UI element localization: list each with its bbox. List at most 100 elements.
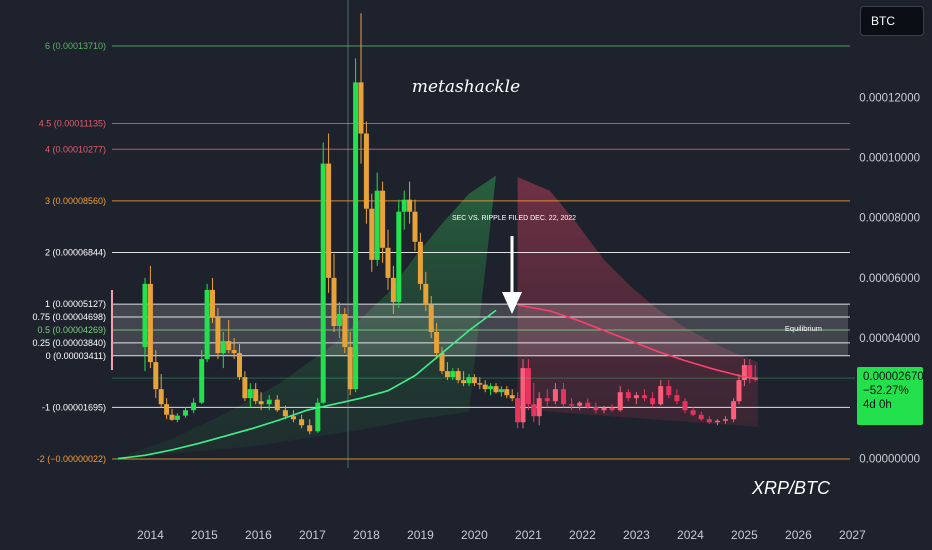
- candle-body: [396, 211, 402, 302]
- candle-body: [617, 392, 623, 411]
- level-label: 4.5 (0.00011135): [39, 118, 106, 128]
- candle-body: [407, 199, 413, 212]
- watermark: metashackle: [412, 77, 520, 97]
- y-tick-label: 0.00004000: [859, 333, 920, 345]
- candle-body: [369, 208, 375, 260]
- candle-body: [326, 163, 332, 278]
- candle-body: [658, 386, 664, 405]
- candle-body: [342, 313, 348, 348]
- candle-body: [307, 425, 313, 432]
- candle-body: [423, 283, 429, 305]
- candle-body: [199, 359, 205, 403]
- candle-body: [220, 341, 226, 354]
- candle-body: [147, 283, 153, 363]
- ma-curve-bull: [117, 309, 497, 460]
- candle-body: [493, 386, 499, 393]
- equilibrium-label: Equilibrium: [785, 324, 822, 333]
- candle-body: [412, 211, 418, 242]
- candle-body: [315, 402, 321, 432]
- annotation-arrow-head: [502, 292, 522, 314]
- candle-body: [674, 395, 680, 402]
- current-price: 0.00002670: [863, 371, 924, 383]
- candle-body: [609, 407, 615, 411]
- candle-body: [601, 407, 607, 411]
- candle-body: [183, 410, 188, 416]
- candle-body: [585, 402, 591, 408]
- candle-body: [417, 241, 423, 284]
- candle-body: [210, 289, 215, 317]
- level-label: 2 (0.00006844): [45, 248, 106, 258]
- x-tick-label: 2021: [515, 528, 542, 542]
- current-change: −52.27%: [863, 385, 909, 397]
- y-tick-label: 0.00010000: [859, 153, 920, 165]
- bull-band: [118, 175, 496, 459]
- y-tick-label: 0.00008000: [859, 213, 920, 225]
- candle-body: [455, 371, 461, 381]
- candle-body: [266, 399, 272, 405]
- candle-body: [336, 313, 342, 327]
- candle-body: [142, 283, 148, 348]
- candle-body: [747, 365, 753, 378]
- x-tick-label: 2026: [785, 528, 812, 542]
- candle-body: [299, 419, 305, 426]
- candle-body: [552, 389, 558, 402]
- candle-body: [444, 371, 450, 378]
- candle-body: [434, 332, 440, 354]
- candle-body: [428, 304, 434, 333]
- candle-body: [226, 341, 232, 351]
- candle-body: [544, 398, 550, 402]
- candle-body: [258, 401, 264, 405]
- candle-body: [625, 392, 631, 399]
- candle-body: [477, 383, 483, 385]
- candle-body: [561, 389, 566, 405]
- x-tick-label: 2019: [407, 528, 434, 542]
- candle-body: [706, 419, 712, 423]
- y-tick-label: 0.00006000: [859, 273, 920, 285]
- candle-body: [215, 316, 221, 354]
- level-label: 4 (0.00010277): [45, 144, 106, 154]
- x-tick-label: 2018: [353, 528, 380, 542]
- candle-body: [577, 402, 583, 406]
- candle-body: [569, 404, 575, 406]
- candle-body: [482, 384, 488, 390]
- candle-body: [698, 414, 704, 420]
- candle-body: [169, 414, 175, 420]
- candle-body: [466, 377, 472, 384]
- candle-body: [471, 377, 477, 384]
- level-label: 1 (0.00005127): [45, 299, 106, 309]
- pair-label: XRP/BTC: [751, 478, 831, 498]
- candle-body: [390, 277, 396, 302]
- level-label: 0.75 (0.00004698): [32, 312, 106, 322]
- candle-body: [682, 401, 688, 411]
- candle-body: [247, 389, 253, 399]
- candle-body: [736, 380, 742, 402]
- x-tick-label: 2022: [569, 528, 596, 542]
- level-label: 6 (0.00013710): [45, 41, 106, 51]
- candle-body: [536, 398, 542, 417]
- candle-body: [504, 389, 510, 396]
- candle-body: [401, 199, 407, 212]
- y-tick-label: 0.00000000: [859, 453, 920, 465]
- candle-body: [274, 399, 280, 411]
- candle-body: [488, 386, 494, 390]
- candle-body: [690, 410, 696, 415]
- level-label: -2 (−0.00000022): [37, 454, 106, 464]
- candle-body: [282, 410, 288, 417]
- symbol-badge[interactable]: BTC: [860, 6, 924, 36]
- candle-body: [731, 401, 737, 420]
- candle-body: [520, 368, 526, 423]
- candle-body: [509, 395, 515, 399]
- candle-body: [593, 407, 599, 411]
- candle-body: [320, 163, 326, 403]
- candle-body: [153, 362, 159, 390]
- candle-body: [515, 398, 521, 423]
- x-tick-label: 2024: [677, 528, 704, 542]
- candle-body: [531, 404, 537, 417]
- candle-body: [174, 415, 180, 420]
- level-label: 0.5 (0.00004269): [37, 325, 106, 335]
- candle-body: [666, 386, 672, 396]
- level-label: 0.25 (0.00003840): [32, 338, 106, 348]
- x-tick-label: 2023: [623, 528, 650, 542]
